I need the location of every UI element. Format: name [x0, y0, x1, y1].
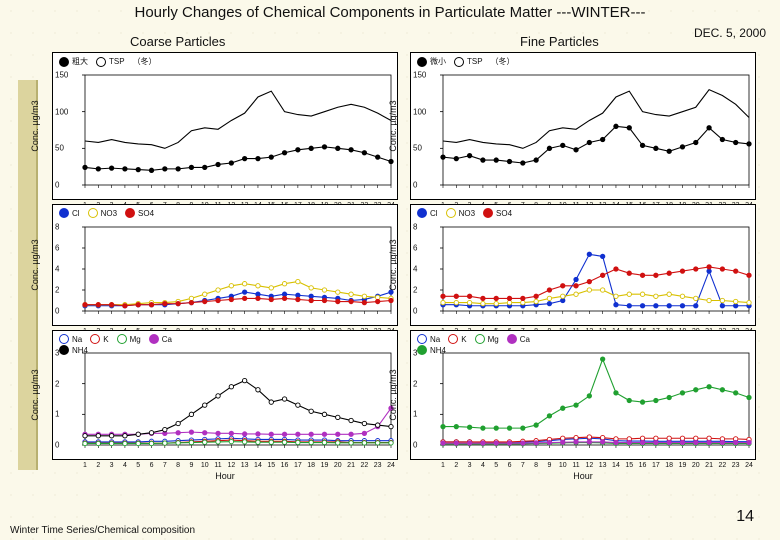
panel-fine-anions: Conc. µg/m302468123456789101112131415161… — [410, 204, 756, 326]
x-tick: 9 — [189, 462, 193, 469]
x-tick: 8 — [534, 462, 538, 469]
x-tick: 22 — [718, 462, 726, 469]
x-tick: 15 — [625, 462, 633, 469]
x-tick: 4 — [481, 462, 485, 469]
x-tick: 1 — [441, 462, 445, 469]
y-axis-label: Conc. µg/m3 — [388, 100, 398, 151]
x-tick: 20 — [692, 462, 700, 469]
chart-plot — [53, 331, 397, 459]
x-tick: 19 — [321, 462, 329, 469]
panel-fine-cations: Conc. µg/m301231234567891011121314151617… — [410, 330, 756, 460]
y-axis-label: Conc. µg/m3 — [30, 100, 40, 151]
y-axis-label: Conc. µg/m3 — [388, 369, 398, 420]
x-tick: 19 — [679, 462, 687, 469]
x-tick: 7 — [163, 462, 167, 469]
y-axis-label: Conc. µg/m3 — [30, 239, 40, 290]
x-tick: 17 — [652, 462, 660, 469]
panel-coarse-tsp: Conc. µg/m305010015012345678910111213141… — [52, 52, 398, 200]
x-axis-label: Hour — [53, 471, 397, 481]
x-tick: 10 — [559, 462, 567, 469]
y-axis-label: Conc. µg/m3 — [388, 239, 398, 290]
x-tick: 6 — [508, 462, 512, 469]
x-tick: 12 — [585, 462, 593, 469]
chart-plot — [411, 331, 755, 459]
x-tick: 11 — [214, 462, 221, 469]
footer-caption: Winter Time Series/Chemical composition — [10, 525, 195, 536]
x-tick: 14 — [612, 462, 620, 469]
x-tick: 6 — [150, 462, 154, 469]
x-tick: 23 — [732, 462, 740, 469]
x-tick: 10 — [201, 462, 209, 469]
x-tick: 21 — [705, 462, 713, 469]
chart-plot — [53, 53, 397, 199]
x-tick: 24 — [745, 462, 753, 469]
chart-plot — [411, 53, 755, 199]
panel-fine-tsp: Conc. µg/m305010015012345678910111213141… — [410, 52, 756, 200]
x-tick: 4 — [123, 462, 127, 469]
x-tick: 12 — [227, 462, 235, 469]
x-tick: 2 — [454, 462, 458, 469]
page-title: Hourly Changes of Chemical Components in… — [0, 4, 780, 21]
chart-plot — [53, 205, 397, 325]
chart-grid: Conc. µg/m305010015012345678910111213141… — [52, 52, 756, 460]
x-tick: 3 — [110, 462, 114, 469]
slide-number: 14 — [736, 508, 754, 526]
x-tick: 8 — [176, 462, 180, 469]
x-tick: 17 — [294, 462, 302, 469]
chart-plot — [411, 205, 755, 325]
x-tick: 1 — [83, 462, 87, 469]
x-tick: 5 — [136, 462, 140, 469]
x-tick: 13 — [241, 462, 249, 469]
x-tick: 16 — [639, 462, 647, 469]
x-tick: 14 — [254, 462, 262, 469]
subtitle-coarse: Coarse Particles — [130, 34, 225, 49]
x-tick: 18 — [307, 462, 315, 469]
panel-coarse-anions: Conc. µg/m302468123456789101112131415161… — [52, 204, 398, 326]
panel-coarse-cations: Conc. µg/m301231234567891011121314151617… — [52, 330, 398, 460]
x-tick: 3 — [468, 462, 472, 469]
x-tick: 24 — [387, 462, 395, 469]
x-axis-label: Hour — [411, 471, 755, 481]
x-tick: 2 — [96, 462, 100, 469]
subtitle-fine: Fine Particles — [520, 34, 599, 49]
x-tick: 11 — [572, 462, 579, 469]
x-tick: 13 — [599, 462, 607, 469]
x-tick: 20 — [334, 462, 342, 469]
x-tick: 23 — [374, 462, 382, 469]
x-tick: 16 — [281, 462, 289, 469]
x-tick: 9 — [547, 462, 551, 469]
y-axis-label: Conc. µg/m3 — [30, 369, 40, 420]
x-tick: 15 — [267, 462, 275, 469]
x-tick: 5 — [494, 462, 498, 469]
date-stamp: DEC. 5, 2000 — [694, 26, 766, 40]
x-tick: 22 — [360, 462, 368, 469]
x-tick: 21 — [347, 462, 355, 469]
x-tick: 7 — [521, 462, 525, 469]
x-tick: 18 — [665, 462, 673, 469]
